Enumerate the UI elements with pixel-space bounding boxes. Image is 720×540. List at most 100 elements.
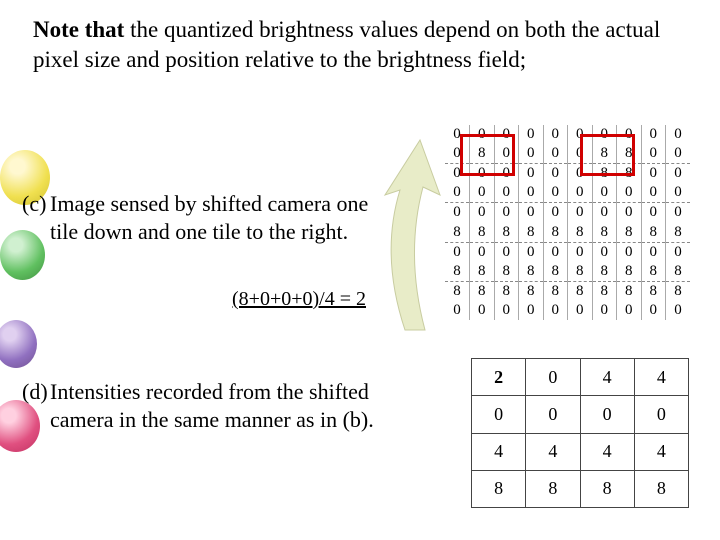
grid-c-cell: 0 <box>445 242 470 262</box>
grid-d-cell: 0 <box>580 396 634 433</box>
grid-c-cell: 0 <box>641 144 666 164</box>
grid-c-cell: 0 <box>641 203 666 223</box>
grid-c-cell: 8 <box>592 222 617 242</box>
grid-c-cell: 8 <box>470 281 495 301</box>
grid-c-cell: 8 <box>641 281 666 301</box>
grid-c-cell: 0 <box>543 301 568 320</box>
grid-c-cell: 8 <box>543 222 568 242</box>
grid-c-cell: 8 <box>494 222 519 242</box>
grid-c-cell: 8 <box>666 281 691 301</box>
grid-c-cell: 8 <box>592 262 617 282</box>
grid-d-cell: 0 <box>526 396 580 433</box>
grid-c-cell: 0 <box>543 125 568 144</box>
grid-d-cell: 4 <box>472 433 526 470</box>
grid-c-cell: 0 <box>543 144 568 164</box>
grid-c-cell: 0 <box>641 242 666 262</box>
grid-c-cell: 0 <box>568 242 593 262</box>
grid-c-cell: 8 <box>470 262 495 282</box>
grid-d-cell: 2 <box>472 359 526 396</box>
grid-c-cell: 8 <box>494 262 519 282</box>
grid-d-cell: 4 <box>634 433 688 470</box>
item-d-label: (d) <box>22 378 48 406</box>
grid-c-cell: 8 <box>445 222 470 242</box>
grid-c-cell: 0 <box>592 183 617 203</box>
grid-c-cell: 8 <box>641 222 666 242</box>
grid-c-cell: 8 <box>617 222 642 242</box>
grid-c-cell: 0 <box>543 242 568 262</box>
grid-c-cell: 8 <box>445 281 470 301</box>
grid-c-cell: 0 <box>617 183 642 203</box>
grid-d-cell: 8 <box>634 470 688 507</box>
curved-arrow-icon <box>375 135 455 335</box>
grid-c-cell: 0 <box>470 203 495 223</box>
grid-d-cell: 0 <box>472 396 526 433</box>
grid-c-cell: 0 <box>641 301 666 320</box>
item-c-label: (c) <box>22 190 46 218</box>
grid-c-cell: 0 <box>494 183 519 203</box>
grid-c-cell: 8 <box>568 222 593 242</box>
highlight-box-1 <box>460 134 515 176</box>
grid-c-cell: 0 <box>445 183 470 203</box>
grid-c-cell: 0 <box>519 125 544 144</box>
grid-c-cell: 8 <box>470 222 495 242</box>
grid-c-cell: 0 <box>666 144 691 164</box>
item-d: (d) Intensities recorded from the shifte… <box>50 378 390 433</box>
grid-c-cell: 8 <box>666 222 691 242</box>
grid-d-cell: 8 <box>472 470 526 507</box>
grid-c-cell: 0 <box>617 301 642 320</box>
grid-c-cell: 0 <box>494 242 519 262</box>
grid-c-cell: 0 <box>592 301 617 320</box>
grid-c-cell: 0 <box>519 144 544 164</box>
grid-c-cell: 8 <box>543 262 568 282</box>
grid-c-cell: 0 <box>592 203 617 223</box>
grid-c-cell: 0 <box>494 203 519 223</box>
formula: (8+0+0+0)/4 = 2 <box>232 288 366 311</box>
grid-c-cell: 0 <box>470 183 495 203</box>
grid-c-cell: 0 <box>470 301 495 320</box>
grid-c-cell: 0 <box>617 242 642 262</box>
grid-d-cell: 4 <box>526 433 580 470</box>
grid-c-cell: 0 <box>494 301 519 320</box>
balloon-pink <box>0 400 40 452</box>
grid-c-cell: 0 <box>519 203 544 223</box>
grid-c-cell: 8 <box>617 262 642 282</box>
grid-c-cell: 8 <box>641 262 666 282</box>
grid-d-cell: 0 <box>634 396 688 433</box>
grid-c-cell: 0 <box>666 203 691 223</box>
grid-c-cell: 0 <box>666 242 691 262</box>
grid-c-cell: 8 <box>494 281 519 301</box>
grid-c-cell: 0 <box>543 203 568 223</box>
grid-c-cell: 0 <box>641 183 666 203</box>
balloon-green <box>0 230 45 280</box>
grid-d-cell: 8 <box>580 470 634 507</box>
grid-d: 2044000044448888 <box>471 358 689 508</box>
grid-c-cell: 0 <box>543 164 568 184</box>
grid-d-cell: 4 <box>580 433 634 470</box>
note-bold: Note that <box>33 17 124 42</box>
grid-c-cell: 8 <box>543 281 568 301</box>
grid-c-cell: 8 <box>666 262 691 282</box>
note-rest: the quantized brightness values depend o… <box>33 17 660 72</box>
grid-c-cell: 8 <box>519 222 544 242</box>
grid-c-cell: 0 <box>445 301 470 320</box>
grid-c-cell: 8 <box>568 281 593 301</box>
item-c: (c) Image sensed by shifted camera one t… <box>50 190 370 245</box>
highlight-box-2 <box>580 134 635 176</box>
grid-c-cell: 8 <box>519 281 544 301</box>
note-text: Note that the quantized brightness value… <box>33 15 700 75</box>
grid-c-cell: 0 <box>592 242 617 262</box>
grid-c-cell: 8 <box>617 281 642 301</box>
item-d-text: Intensities recorded from the shifted ca… <box>50 379 374 432</box>
grid-c-cell: 0 <box>666 125 691 144</box>
grid-c-cell: 0 <box>445 203 470 223</box>
grid-c-cell: 8 <box>445 262 470 282</box>
grid-c-cell: 0 <box>568 203 593 223</box>
balloon-purple <box>0 320 37 368</box>
grid-c-cell: 0 <box>519 164 544 184</box>
grid-c-cell: 8 <box>519 262 544 282</box>
grid-d-cell: 0 <box>526 359 580 396</box>
grid-c-cell: 0 <box>568 301 593 320</box>
grid-c-cell: 0 <box>666 164 691 184</box>
grid-c-cell: 8 <box>592 281 617 301</box>
grid-c-cell: 0 <box>666 183 691 203</box>
